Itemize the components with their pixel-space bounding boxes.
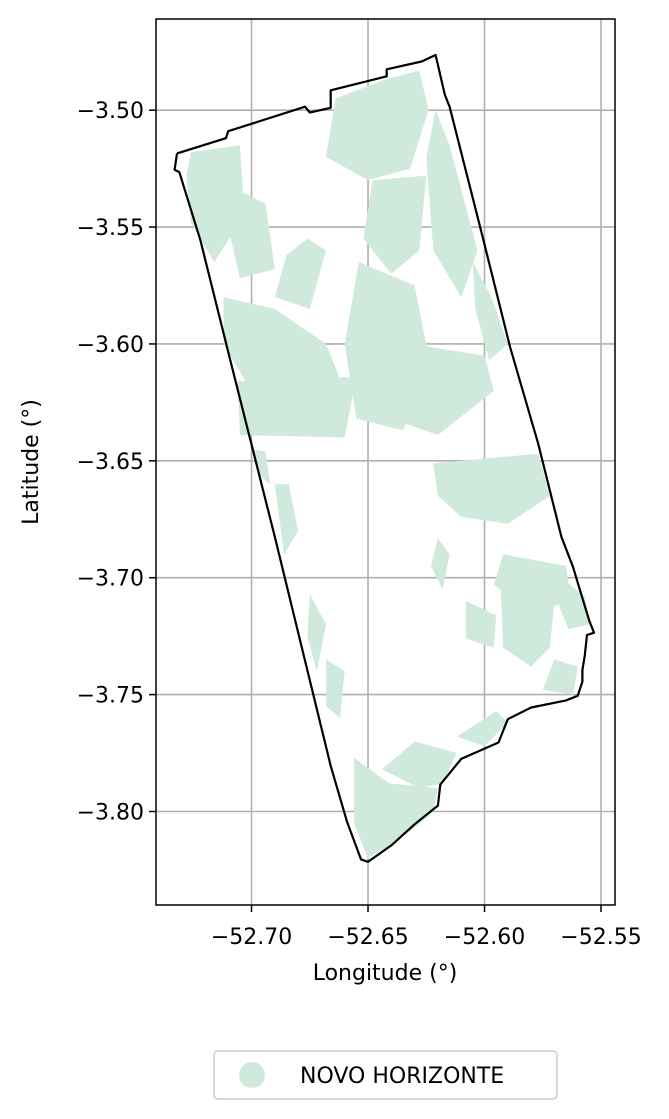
legend-box	[213, 1050, 558, 1100]
green-area-patch	[274, 484, 299, 555]
y-tick-label: −3.80	[77, 800, 144, 825]
green-area-patch	[559, 577, 590, 630]
green-area-patch	[472, 262, 508, 361]
green-area-patch	[433, 453, 550, 524]
green-area-patch	[465, 601, 497, 648]
green-area-patch	[363, 175, 427, 274]
green-area-patch	[228, 192, 275, 279]
legend: NOVO HORIZONTE	[213, 1050, 558, 1100]
green-area-patch	[426, 110, 478, 298]
municipality-boundary	[173, 53, 596, 863]
green-area-patch	[251, 449, 271, 485]
y-axis-label: Latitude (°)	[19, 399, 44, 525]
legend-marker	[239, 1062, 265, 1088]
green-area-patch	[307, 594, 327, 672]
boundary-line	[173, 53, 596, 863]
green-area-patch	[223, 297, 345, 403]
green-area-patch	[500, 589, 555, 667]
x-tick-label: −52.65	[327, 925, 408, 950]
green-area-patch	[542, 659, 578, 695]
x-tick-label: −52.55	[560, 925, 641, 950]
green-area-patch	[430, 538, 450, 590]
x-tick-label: −52.60	[444, 925, 525, 950]
y-tick-label: −3.50	[77, 99, 144, 124]
green-area-patch	[456, 711, 508, 746]
y-tick-label: −3.55	[77, 216, 144, 241]
y-tick-label: −3.70	[77, 567, 144, 592]
green-area-patch	[326, 70, 429, 181]
legend-label: NOVO HORIZONTE	[300, 1064, 504, 1089]
x-axis-ticks: −52.70 −52.65 −52.60 −52.55	[211, 905, 642, 950]
x-axis-label: Longitude (°)	[313, 961, 458, 986]
green-area-patches	[186, 70, 590, 859]
plot-frame	[155, 18, 616, 906]
green-area-patch	[382, 741, 457, 789]
green-area-patch	[354, 757, 438, 859]
green-area-patch	[274, 238, 327, 309]
y-tick-label: −3.65	[77, 450, 144, 475]
green-area-patch	[391, 343, 494, 436]
y-axis-ticks: −3.50 −3.55 −3.60 −3.65 −3.70 −3.75 −3.80	[77, 99, 156, 825]
green-area-patch	[237, 376, 357, 438]
green-area-patch	[326, 659, 345, 718]
y-tick-label: −3.75	[77, 684, 144, 709]
x-tick-label: −52.70	[211, 925, 292, 950]
y-tick-label: −3.60	[77, 333, 144, 358]
